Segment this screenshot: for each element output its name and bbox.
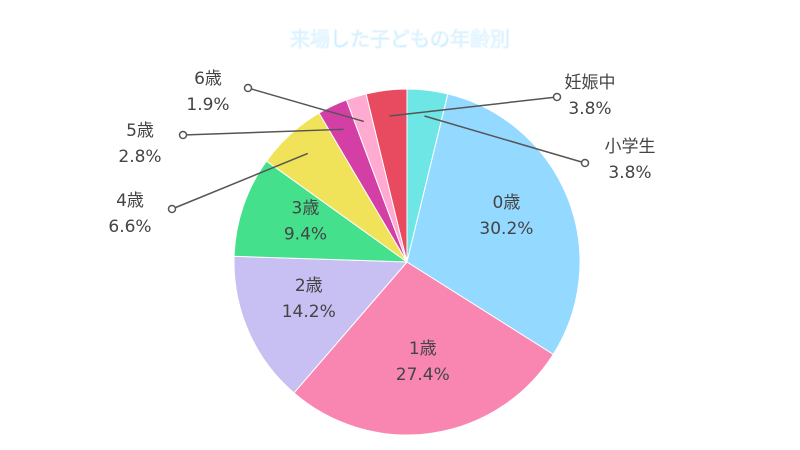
- leader-line: [389, 96, 558, 117]
- slice-label: 1歳 27.4%: [396, 339, 450, 385]
- leader-dot: [178, 130, 188, 140]
- slice-category: 1歳: [409, 339, 437, 359]
- leader-dot: [167, 204, 177, 214]
- leader-dot: [580, 158, 590, 168]
- slice-value: 2.8%: [118, 147, 161, 167]
- slice-label: 4歳 6.6%: [108, 191, 151, 237]
- slice-value: 30.2%: [479, 219, 533, 239]
- slice-category: 5歳: [126, 121, 154, 141]
- slice-category: 6歳: [194, 69, 222, 89]
- slice-label: 妊娠中 3.8%: [565, 73, 616, 119]
- slice-label: 小学生 3.8%: [605, 137, 656, 183]
- slice-label: 2歳 14.2%: [282, 276, 336, 322]
- leader-line: [424, 115, 586, 164]
- slice-category: 4歳: [116, 191, 144, 211]
- slice-category: 3歳: [292, 198, 320, 218]
- pie-slice: [233, 255, 409, 394]
- slice-value: 3.8%: [608, 163, 651, 183]
- leader-line: [171, 152, 309, 210]
- slice-category: 小学生: [605, 137, 656, 157]
- slice-label: 3歳 9.4%: [284, 198, 327, 244]
- pie-slice: [293, 261, 554, 436]
- slice-label: 6歳 1.9%: [186, 69, 229, 115]
- slice-value: 14.2%: [282, 302, 336, 322]
- slice-category: 妊娠中: [565, 73, 616, 93]
- chart-title: 来場した子どもの年齢別: [289, 27, 510, 51]
- slice-category: 2歳: [295, 276, 323, 296]
- pie-slice: [233, 160, 409, 263]
- slice-value: 9.4%: [284, 224, 327, 244]
- slice-value: 27.4%: [396, 365, 450, 385]
- leader-dot: [552, 92, 562, 102]
- leader-line: [247, 87, 365, 123]
- leader-line: [182, 128, 344, 136]
- leader-dot: [243, 83, 253, 93]
- slice-value: 6.6%: [108, 217, 151, 237]
- slice-value: 3.8%: [568, 99, 611, 119]
- slice-value: 1.9%: [186, 95, 229, 115]
- slice-label: 0歳 30.2%: [479, 193, 533, 239]
- slice-label: 5歳 2.8%: [118, 121, 161, 167]
- pie-slice: [365, 88, 408, 263]
- slice-category: 0歳: [493, 193, 521, 213]
